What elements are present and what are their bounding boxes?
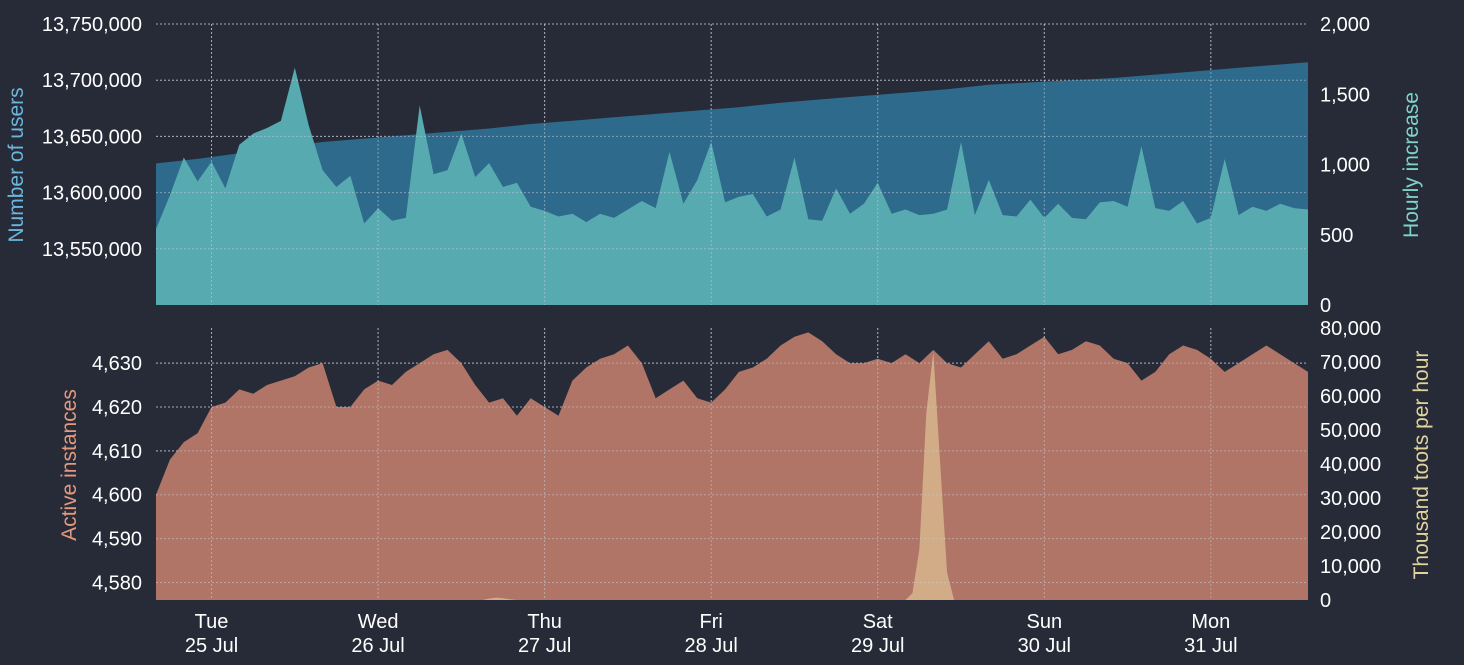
- bottom-right-tick-5: 50,000: [1320, 420, 1381, 442]
- top-right-tick-4: 2,000: [1320, 14, 1370, 36]
- x-tick-date-4: 29 Jul: [851, 635, 904, 657]
- x-tick-date-0: 25 Jul: [185, 635, 238, 657]
- top-left-tick-3: 13,700,000: [42, 70, 142, 92]
- bottom-right-tick-1: 10,000: [1320, 556, 1381, 578]
- top-right-tick-1: 500: [1320, 225, 1353, 247]
- bottom-active-instances-area: [156, 332, 1308, 600]
- top-left-tick-4: 13,750,000: [42, 14, 142, 36]
- bottom-right-tick-4: 40,000: [1320, 454, 1381, 476]
- x-tick-date-2: 27 Jul: [518, 635, 571, 657]
- top-left-tick-2: 13,650,000: [42, 126, 142, 148]
- top-hourly-increase-area: [156, 67, 1308, 305]
- bottom-left-tick-5: 4,630: [92, 353, 142, 375]
- bottom-right-axis-label: Thousand toots per hour: [1410, 351, 1433, 580]
- x-tick-day-0: Tue: [195, 611, 229, 633]
- x-tick-day-1: Wed: [358, 611, 399, 633]
- x-tick-date-1: 26 Jul: [351, 635, 404, 657]
- bottom-left-tick-1: 4,590: [92, 529, 142, 551]
- x-tick-date-6: 31 Jul: [1184, 635, 1237, 657]
- x-tick-day-6: Mon: [1191, 611, 1230, 633]
- x-tick-day-5: Sun: [1026, 611, 1062, 633]
- x-tick-date-5: 30 Jul: [1018, 635, 1071, 657]
- bottom-left-tick-2: 4,600: [92, 485, 142, 507]
- bottom-right-tick-7: 70,000: [1320, 352, 1381, 374]
- top-right-axis-label: Hourly increase: [1400, 92, 1423, 238]
- top-left-tick-0: 13,550,000: [42, 239, 142, 261]
- bottom-right-tick-3: 30,000: [1320, 488, 1381, 510]
- x-tick-day-2: Thu: [527, 611, 561, 633]
- x-tick-date-3: 28 Jul: [684, 635, 737, 657]
- bottom-left-tick-0: 4,580: [92, 572, 142, 594]
- bottom-right-tick-0: 0: [1320, 590, 1331, 612]
- x-tick-day-3: Fri: [700, 611, 723, 633]
- x-tick-day-4: Sat: [863, 611, 893, 633]
- bottom-left-tick-3: 4,610: [92, 441, 142, 463]
- top-left-tick-1: 13,600,000: [42, 183, 142, 205]
- area-layer: [156, 24, 1308, 600]
- top-right-tick-2: 1,000: [1320, 155, 1370, 177]
- overlay-grid-layer: [156, 23, 1308, 600]
- top-left-axis-label: Number of users: [5, 87, 28, 242]
- top-right-tick-3: 1,500: [1320, 84, 1370, 106]
- top-right-tick-0: 0: [1320, 295, 1331, 317]
- bottom-right-tick-2: 20,000: [1320, 522, 1381, 544]
- label-layer: 13,550,000 13,600,000 13,650,000 13,700,000…: [5, 14, 1433, 657]
- bottom-right-tick-8: 80,000: [1320, 318, 1381, 340]
- bottom-right-tick-6: 60,000: [1320, 386, 1381, 408]
- bottom-left-axis-label: Active instances: [58, 389, 81, 541]
- bottom-left-tick-4: 4,620: [92, 397, 142, 419]
